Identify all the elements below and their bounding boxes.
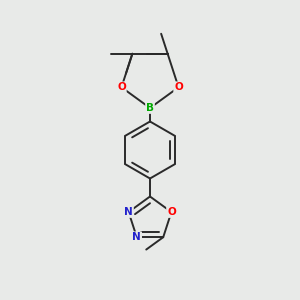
Text: O: O bbox=[167, 207, 176, 217]
Text: O: O bbox=[174, 82, 183, 92]
Text: O: O bbox=[117, 82, 126, 92]
Text: N: N bbox=[132, 232, 141, 242]
Text: B: B bbox=[146, 103, 154, 113]
Text: N: N bbox=[124, 207, 133, 217]
